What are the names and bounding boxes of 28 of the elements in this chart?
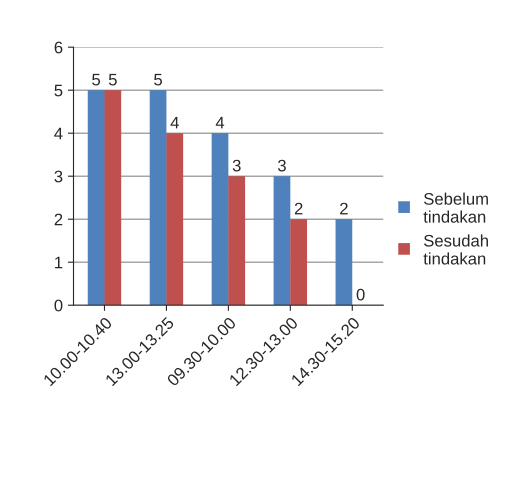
bar bbox=[274, 176, 290, 306]
y-tick-label: 5 bbox=[54, 84, 62, 96]
bar bbox=[336, 219, 352, 306]
bar bbox=[150, 90, 166, 306]
y-tick-label: 1 bbox=[55, 256, 62, 268]
legend-label: Sebelum tindakan bbox=[424, 192, 488, 223]
y-tick-label: 3 bbox=[54, 170, 62, 182]
y-tick-label: 6 bbox=[54, 42, 62, 54]
bar bbox=[104, 90, 122, 306]
data-label: 2 bbox=[294, 202, 302, 214]
y-tick-label: 0 bbox=[54, 300, 62, 312]
data-label: 4 bbox=[216, 116, 224, 128]
data-label: 2 bbox=[340, 202, 348, 214]
data-label: 5 bbox=[92, 74, 100, 86]
bar bbox=[212, 133, 228, 306]
bar bbox=[290, 219, 308, 306]
y-tick-label: 4 bbox=[54, 128, 63, 140]
legend-label: Sesudah tindakan bbox=[424, 234, 488, 265]
data-label: 3 bbox=[232, 160, 241, 172]
data-label: 5 bbox=[108, 74, 117, 86]
data-label: 3 bbox=[278, 160, 286, 172]
data-label: 0 bbox=[356, 288, 365, 301]
bar bbox=[88, 90, 104, 306]
data-label: 4 bbox=[170, 116, 179, 128]
data-label: 5 bbox=[154, 74, 162, 86]
bar bbox=[228, 176, 246, 306]
y-tick-label: 2 bbox=[54, 214, 62, 226]
bar bbox=[166, 133, 184, 306]
